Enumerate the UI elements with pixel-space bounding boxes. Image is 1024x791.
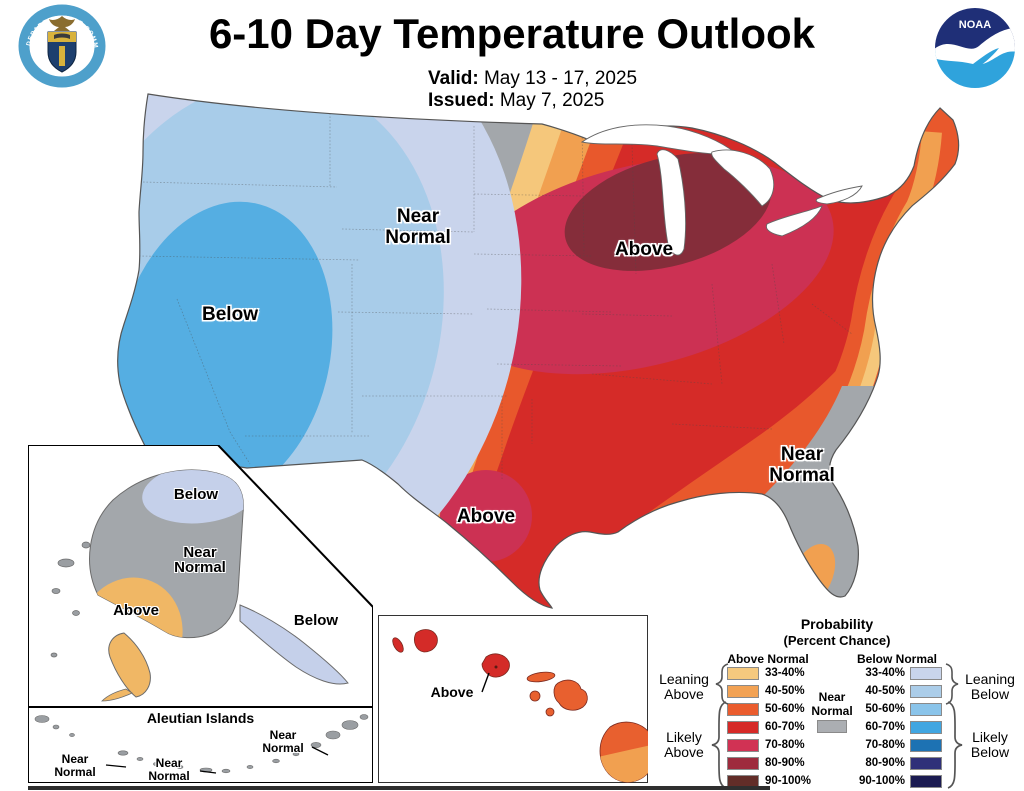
aleutian-inset: Aleutian Islands Near Normal Near Normal… <box>27 706 374 784</box>
issued-value: May 7, 2025 <box>499 90 605 111</box>
legend-below-swatch <box>910 757 942 770</box>
legend-above-swatch <box>727 739 759 752</box>
legend-above-range-label: 70-80% <box>765 739 805 751</box>
legend-likely-above-label: Likely Above <box>664 729 704 760</box>
legend-near-normal-label: Near Normal <box>811 690 853 718</box>
legend-above-range-label: 33-40% <box>765 667 805 679</box>
legend-below-range-label: 90-100% <box>858 775 905 787</box>
issued-label: Issued: <box>428 90 495 111</box>
probability-legend: Probability (Percent Chance) Above Norma… <box>650 612 1024 791</box>
legend-above-range-label: 60-70% <box>765 721 805 733</box>
map-label-below-west: Below <box>202 304 258 325</box>
valid-label: Valid: <box>428 68 479 89</box>
alaska-label-near-normal: Near Normal <box>174 544 226 576</box>
hawaii-label-above: Above <box>430 684 474 700</box>
hawaii-inset: Above <box>377 614 656 784</box>
state-borders <box>138 96 853 479</box>
alaska-label-below-panhandle: Below <box>293 612 339 629</box>
legend-row: 60-70% 60-70% <box>650 720 1024 736</box>
aleutian-leader-lines <box>105 746 329 774</box>
legend-below-range-label: 40-50% <box>865 685 905 697</box>
legend-subtitle: (Percent Chance) <box>783 633 891 648</box>
legend-above-swatch <box>727 685 759 698</box>
legend-below-header: Below Normal <box>856 652 937 666</box>
legend-above-range-label: 80-90% <box>765 757 805 769</box>
legend-below-range-label: 80-90% <box>865 757 905 769</box>
legend-title: Probability <box>800 616 874 632</box>
legend-row: 33-40% 33-40% <box>650 666 1024 682</box>
legend-below-swatch <box>910 703 942 716</box>
hawaii-leader-line <box>481 672 490 693</box>
legend-above-swatch <box>727 721 759 734</box>
page-title: 6-10 Day Temperature Outlook <box>208 10 816 57</box>
legend-below-swatch <box>910 721 942 734</box>
legend-above-range-label: 40-50% <box>765 685 805 697</box>
legend-leaning-above-label: Leaning Above <box>659 671 709 702</box>
dept-of-commerce-seal-icon: DEPARTMENT OF COMMERCE UNITED STATES OF … <box>15 0 106 88</box>
svg-text:NOAA: NOAA <box>959 19 991 31</box>
bottom-border-strip <box>28 786 770 790</box>
great-lakes <box>580 124 863 256</box>
legend-above-range-label: 50-60% <box>765 703 805 715</box>
legend-row: 80-90% 80-90% <box>650 756 1024 772</box>
aleutian-label-west: Near Normal <box>54 752 96 779</box>
legend-below-range-label: 60-70% <box>865 721 905 733</box>
legend-row: 70-80% 70-80% <box>650 738 1024 754</box>
legend-above-header: Above Normal <box>727 652 809 666</box>
likely-below-brace-icon <box>947 701 963 789</box>
legend-near-normal-swatch <box>817 720 847 733</box>
leaning-above-brace-icon <box>715 663 729 705</box>
legend-below-swatch <box>910 739 942 752</box>
legend-below-swatch <box>910 685 942 698</box>
legend-above-swatch <box>727 757 759 770</box>
map-label-near-normal-southeast: Near Normal <box>769 444 835 486</box>
legend-below-range-label: 50-60% <box>865 703 905 715</box>
legend-row: 90-100% 90-100% <box>650 774 1024 790</box>
legend-below-range-label: 70-80% <box>865 739 905 751</box>
alaska-inset: Below Near Normal Above Below <box>27 444 374 708</box>
legend-leaning-below-label: Leaning Below <box>965 671 1015 702</box>
alaska-label-below-north: Below <box>173 486 219 503</box>
valid-issued-block: Valid: May 13 - 17, 2025 Issued: May 7, … <box>428 68 637 112</box>
legend-below-range-label: 33-40% <box>865 667 905 679</box>
legend-likely-below-label: Likely Below <box>970 729 1010 760</box>
legend-row: 40-50% 40-50% <box>650 684 1024 700</box>
leaning-below-brace-icon <box>945 663 959 705</box>
map-label-near-normal-west: Near Normal <box>385 206 451 248</box>
legend-below-swatch <box>910 775 942 788</box>
legend-above-range-label: 90-100% <box>765 775 812 787</box>
legend-above-swatch <box>727 667 759 680</box>
noaa-logo-icon: NOAA <box>933 6 1017 90</box>
legend-row: 50-60% 50-60% <box>650 702 1024 718</box>
likely-above-brace-icon <box>711 701 727 789</box>
alaska-islands <box>50 541 91 658</box>
aleutian-label-central: Near Normal <box>148 756 190 783</box>
alaska-label-above-southwest: Above <box>113 602 159 619</box>
map-label-above-texas: Above <box>456 506 516 527</box>
legend-above-swatch <box>727 703 759 716</box>
aleutian-title: Aleutian Islands <box>146 710 255 726</box>
aleutian-label-east: Near Normal <box>262 728 304 755</box>
legend-below-swatch <box>910 667 942 680</box>
valid-value: May 13 - 17, 2025 <box>483 68 638 89</box>
map-label-above-midwest: Above <box>614 239 674 260</box>
